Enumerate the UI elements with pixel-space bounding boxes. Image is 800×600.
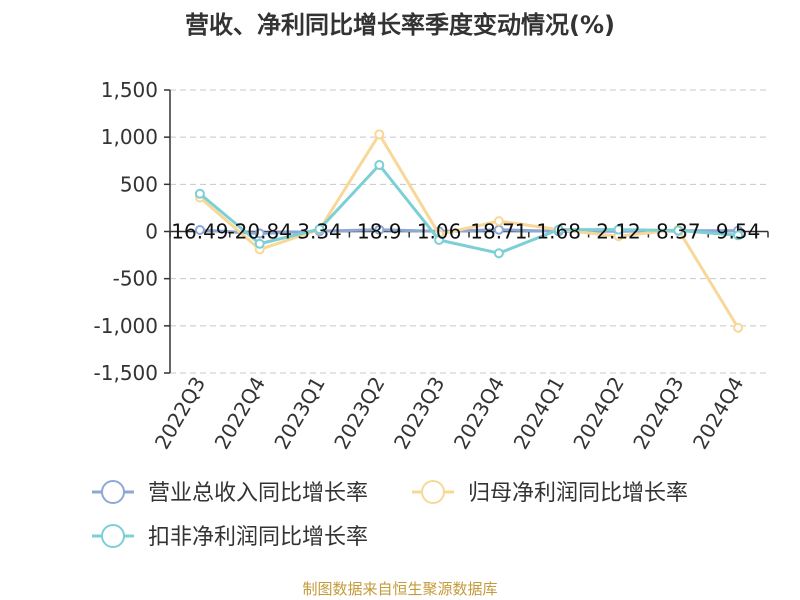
data-label: 8.37	[656, 220, 701, 244]
x-tick-label: 2023Q4	[449, 373, 509, 454]
legend-label: 营业总收入同比增长率	[148, 481, 368, 506]
y-tick-label: -1,000	[94, 314, 158, 338]
legend-label: 扣非净利润同比增长率	[148, 525, 368, 550]
data-label: 1.06	[417, 220, 462, 244]
data-point	[733, 230, 744, 241]
data-label: 2.12	[596, 220, 641, 244]
x-tick-label: 2022Q3	[150, 373, 210, 454]
x-tick-label: 2024Q2	[568, 373, 628, 454]
data-point	[374, 159, 385, 170]
y-tick-label: 1,000	[101, 125, 158, 149]
data-point	[314, 224, 325, 235]
legend-marker	[421, 480, 445, 504]
data-point	[493, 216, 504, 227]
data-point	[493, 248, 504, 259]
source-note: 制图数据来自恒生聚源数据库	[302, 580, 497, 598]
x-tick-label: 2022Q4	[210, 373, 270, 454]
x-tick-label: 2023Q3	[389, 372, 449, 453]
y-tick-label: 0	[145, 220, 158, 244]
data-label: 16.49	[171, 220, 228, 244]
legend-marker	[101, 524, 125, 548]
x-tick-label: 2024Q1	[509, 373, 569, 454]
data-label: 9.54	[716, 220, 761, 244]
data-labels: 16.49-20.84 3.34 18.9 1.06 18.71 1.68 2.12 8.37…	[171, 220, 760, 244]
data-label: 18.71	[470, 220, 527, 244]
data-label: 1.68	[536, 220, 581, 244]
data-label: -20.84	[227, 220, 291, 244]
x-tick-label: 2023Q2	[329, 373, 389, 454]
series-lines	[194, 129, 744, 333]
data-point	[374, 129, 385, 140]
data-point	[613, 224, 624, 235]
x-axis: 2022Q3 2022Q4 2023Q1 2023Q2 2023Q3 2023Q4 2024…	[150, 230, 769, 454]
y-tick-label: -1,500	[94, 361, 158, 385]
data-point	[194, 224, 205, 235]
data-point	[434, 234, 445, 245]
y-tick-label: 500	[120, 172, 158, 196]
data-point	[254, 228, 265, 239]
data-point	[194, 188, 205, 199]
y-axis: -1,500 -1,000 -500 0 500 1,000 1,500	[94, 78, 171, 385]
chart-title: 营收、净利同比增长率季度变动情况(%)	[185, 11, 615, 39]
series-line	[198, 132, 740, 329]
legend-marker	[101, 480, 125, 504]
data-label: 3.34	[297, 220, 342, 244]
legend-label: 归母净利润同比增长率	[468, 481, 688, 506]
series-line	[198, 163, 739, 255]
x-tick-label: 2023Q1	[269, 373, 329, 454]
data-point	[374, 224, 385, 235]
data-point	[733, 322, 744, 333]
y-tick-label: -500	[113, 267, 158, 291]
data-point	[553, 224, 564, 235]
data-point	[254, 238, 265, 249]
x-tick-label: 2024Q3	[628, 373, 688, 454]
data-label: 18.9	[357, 220, 402, 244]
y-tick-label: 1,500	[101, 78, 158, 102]
data-point	[673, 225, 684, 236]
x-tick-label: 2024Q4	[688, 373, 748, 454]
